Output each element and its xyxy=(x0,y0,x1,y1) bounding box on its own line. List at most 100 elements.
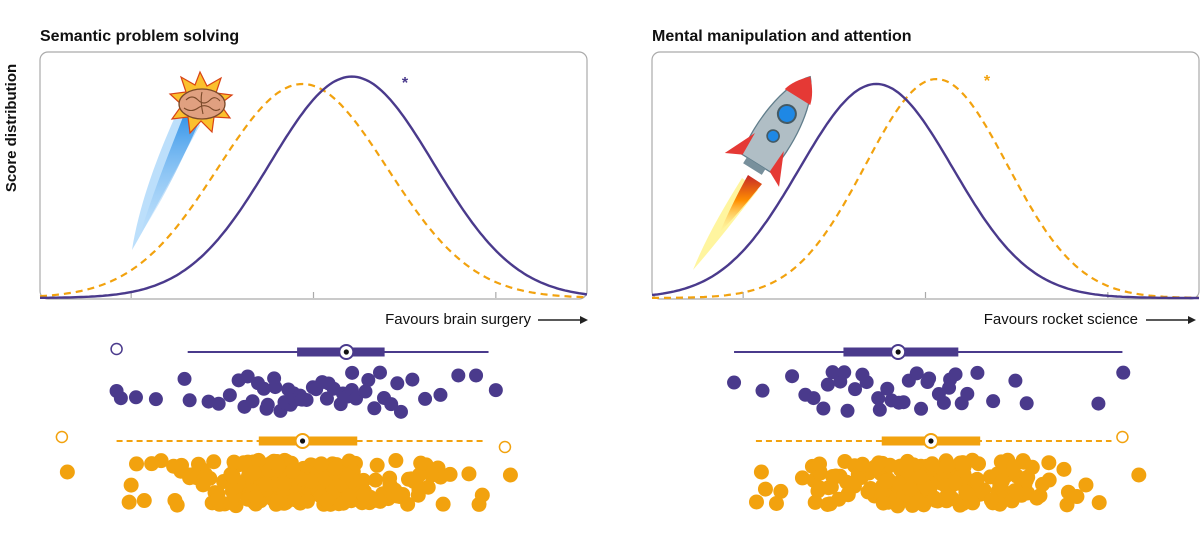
rocket-density-curve xyxy=(39,82,588,299)
rocket-point xyxy=(878,473,894,489)
significance-marker: * xyxy=(984,73,991,90)
rocket-point xyxy=(411,467,427,483)
rocket-point xyxy=(812,456,828,472)
rocket-point xyxy=(319,493,335,509)
rocket-point xyxy=(955,455,971,471)
rocket-point xyxy=(939,458,955,474)
plot-frame xyxy=(651,51,1200,300)
rocket-point xyxy=(926,490,942,506)
panel-title: Semantic problem solving xyxy=(40,28,239,45)
rocket-point xyxy=(368,472,384,488)
rocket-point xyxy=(355,487,371,503)
rocket-point xyxy=(1131,467,1147,483)
rocket-point xyxy=(59,464,75,480)
brain-point xyxy=(393,404,408,419)
rocket-point xyxy=(246,465,262,481)
brain-point xyxy=(418,391,433,406)
brain-point xyxy=(922,371,937,386)
brain-point xyxy=(345,365,360,380)
arrow-right-icon xyxy=(1146,316,1196,324)
brain-point xyxy=(148,392,163,407)
brain-point xyxy=(909,366,924,381)
rocket-point xyxy=(1059,497,1075,513)
brain-point xyxy=(948,367,963,382)
rocket-point xyxy=(339,467,355,483)
brain-point xyxy=(825,365,840,380)
brain-point xyxy=(914,401,929,416)
x-ticks xyxy=(130,292,497,298)
significance-marker: * xyxy=(402,75,409,92)
rocket-point xyxy=(891,475,907,491)
rocket-point xyxy=(916,497,932,513)
rocket-outlier-hollow xyxy=(55,430,69,444)
brain-point xyxy=(268,380,283,395)
rocket-point xyxy=(1041,472,1057,488)
brain-point xyxy=(211,396,226,411)
brain-point xyxy=(1008,373,1023,388)
rocket-point xyxy=(1041,455,1057,471)
rocket-point xyxy=(1069,489,1085,505)
rocket-point xyxy=(226,469,242,485)
dot-plot-mental xyxy=(727,344,1147,514)
panel-mental: Mental manipulation and attention * Favo… xyxy=(651,28,1200,328)
rocket-point xyxy=(313,456,329,472)
rocket-point xyxy=(270,458,286,474)
rocket-point xyxy=(863,480,879,496)
brain-point xyxy=(488,383,503,398)
rocket-point xyxy=(965,495,981,511)
rocket-point xyxy=(971,456,987,472)
brain-point xyxy=(896,395,911,410)
rocket-point xyxy=(144,456,160,472)
panel-semantic: Semantic problem solving * Favours brain… xyxy=(39,28,588,328)
brain-point xyxy=(880,381,895,396)
brain-median-dot xyxy=(895,349,901,355)
rocket-point xyxy=(1056,461,1072,477)
rocket-point xyxy=(327,460,343,476)
rocket-point xyxy=(794,470,810,486)
rocket-point xyxy=(875,495,891,511)
rocket-point xyxy=(299,493,315,509)
brain-point xyxy=(820,377,835,392)
rocket-point xyxy=(1009,484,1025,500)
brain-point xyxy=(222,388,237,403)
brain-icon xyxy=(132,70,234,250)
brain-point xyxy=(451,368,466,383)
brain-point xyxy=(361,373,376,388)
rocket-point xyxy=(369,457,385,473)
brain-density-curve xyxy=(40,75,588,299)
rocket-point xyxy=(840,487,856,503)
rocket-point xyxy=(195,477,211,493)
brain-point xyxy=(960,386,975,401)
rocket-point xyxy=(913,469,929,485)
rocket-point xyxy=(276,476,292,492)
brain-point xyxy=(245,394,260,409)
rocket-point xyxy=(902,481,918,497)
brain-point xyxy=(109,384,124,398)
brain-point xyxy=(970,365,985,380)
rocket-density-curve xyxy=(652,77,1200,299)
rocket-point xyxy=(753,464,769,480)
rocket-point xyxy=(1091,495,1107,511)
rocket-point xyxy=(1029,490,1045,506)
brain-point xyxy=(177,371,192,386)
x-axis-label: Favours rocket science xyxy=(984,311,1138,328)
rocket-point xyxy=(983,492,999,508)
brain-point xyxy=(469,368,484,383)
rocket-point xyxy=(958,484,974,500)
brain-point xyxy=(384,397,399,412)
brain-point xyxy=(256,381,271,396)
brain-point xyxy=(405,372,420,387)
rocket-point xyxy=(206,454,222,470)
brain-point xyxy=(785,369,800,384)
rocket-point xyxy=(389,488,405,504)
rocket-point xyxy=(174,457,190,473)
brain-median-dot xyxy=(343,349,349,355)
rocket-point xyxy=(287,492,303,508)
brain-point xyxy=(872,402,887,417)
rocket-point xyxy=(269,494,285,510)
rocket-median-dot xyxy=(299,438,306,444)
brain-point xyxy=(299,392,314,407)
rocket-point xyxy=(1024,459,1040,475)
